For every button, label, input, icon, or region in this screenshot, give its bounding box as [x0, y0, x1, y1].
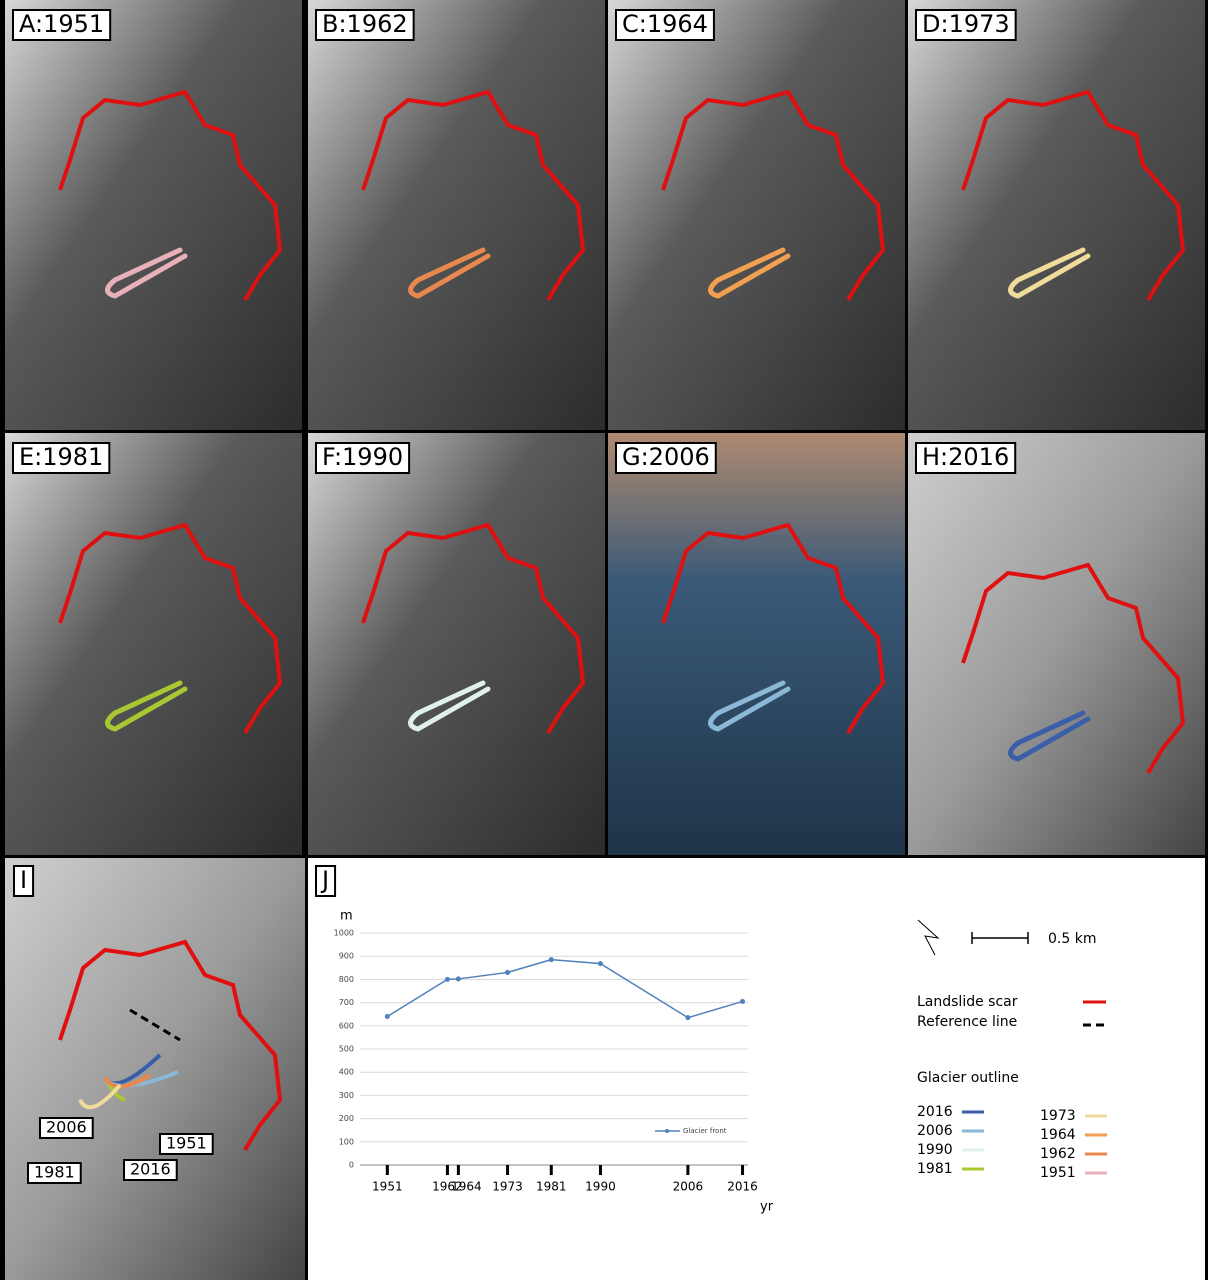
legend-label: 1962 — [1040, 1146, 1076, 1162]
aerial-photo — [908, 0, 1205, 430]
panel-label: 2016 — [130, 1159, 171, 1178]
legend-title: Glacier outline — [917, 1070, 1019, 1086]
panel-label: A:1951 — [19, 10, 104, 38]
y-tick-label: 1000 — [334, 929, 354, 938]
y-tick-label: 400 — [339, 1068, 354, 1077]
point — [456, 976, 461, 981]
panel-label: D:1973 — [922, 10, 1010, 38]
point — [445, 977, 450, 982]
panel-label: 1951 — [166, 1133, 207, 1152]
legend-label: 2016 — [917, 1104, 953, 1120]
x-tick-label: 1964 — [451, 1180, 482, 1194]
y-tick-label: 500 — [339, 1045, 354, 1054]
legend-label: Glacier front — [683, 1127, 727, 1135]
aerial-photo — [308, 0, 605, 430]
point — [740, 999, 745, 1004]
x-axis-label: yr — [760, 1200, 774, 1215]
aerial-photo — [608, 433, 905, 855]
legend-label: 2006 — [917, 1123, 953, 1139]
panel-label: H:2016 — [922, 443, 1009, 471]
x-tick-label: 1990 — [585, 1180, 616, 1194]
panel-label: C:1964 — [622, 10, 708, 38]
x-tick-label: 2006 — [673, 1180, 704, 1194]
y-tick-label: 100 — [339, 1137, 354, 1146]
legend-label: Reference line — [917, 1014, 1017, 1030]
panel-label: B:1962 — [322, 10, 408, 38]
point — [385, 1014, 390, 1019]
aerial-photo — [908, 433, 1205, 855]
panel-label: 1981 — [34, 1162, 75, 1181]
y-tick-label: 700 — [339, 998, 354, 1007]
aerial-photo — [5, 0, 302, 430]
aerial-photo — [308, 433, 605, 855]
panel-label: E:1981 — [19, 443, 103, 471]
y-tick-label: 900 — [339, 952, 354, 961]
scale-label: 0.5 km — [1048, 931, 1096, 947]
point — [505, 970, 510, 975]
aerial-photo — [608, 0, 905, 430]
point — [549, 957, 554, 962]
panel-j-bg — [308, 858, 1205, 1280]
legend-label: 1973 — [1040, 1108, 1076, 1124]
panel-label: I — [20, 866, 27, 894]
legend-label: 1981 — [917, 1161, 953, 1177]
y-axis-label: m — [340, 909, 353, 924]
legend-label: 1990 — [917, 1142, 953, 1158]
legend-label: 1951 — [1040, 1165, 1076, 1181]
figure: A:1951 B:1962 C:1964 D:1973 E:1981 F:1990 G:20… — [0, 0, 1208, 1280]
shaded-relief — [5, 858, 305, 1280]
panel-label: 2006 — [46, 1117, 87, 1136]
y-tick-label: 600 — [339, 1021, 354, 1030]
panel-label: F:1990 — [322, 443, 403, 471]
point — [598, 961, 603, 966]
legend-label: 1964 — [1040, 1127, 1076, 1143]
y-tick-label: 300 — [339, 1091, 354, 1100]
legend-marker — [665, 1129, 669, 1133]
y-tick-label: 800 — [339, 975, 354, 984]
aerial-photo — [5, 433, 302, 855]
y-tick-label: 0 — [349, 1161, 354, 1170]
x-tick-label: 1951 — [372, 1180, 403, 1194]
legend-label: Landslide scar — [917, 994, 1018, 1010]
x-tick-label: 2016 — [727, 1180, 758, 1194]
panel-label: J — [320, 866, 329, 894]
x-tick-label: 1981 — [536, 1180, 567, 1194]
x-tick-label: 1973 — [492, 1180, 523, 1194]
y-tick-label: 200 — [339, 1114, 354, 1123]
panel-label: G:2006 — [622, 443, 710, 471]
point — [685, 1015, 690, 1020]
